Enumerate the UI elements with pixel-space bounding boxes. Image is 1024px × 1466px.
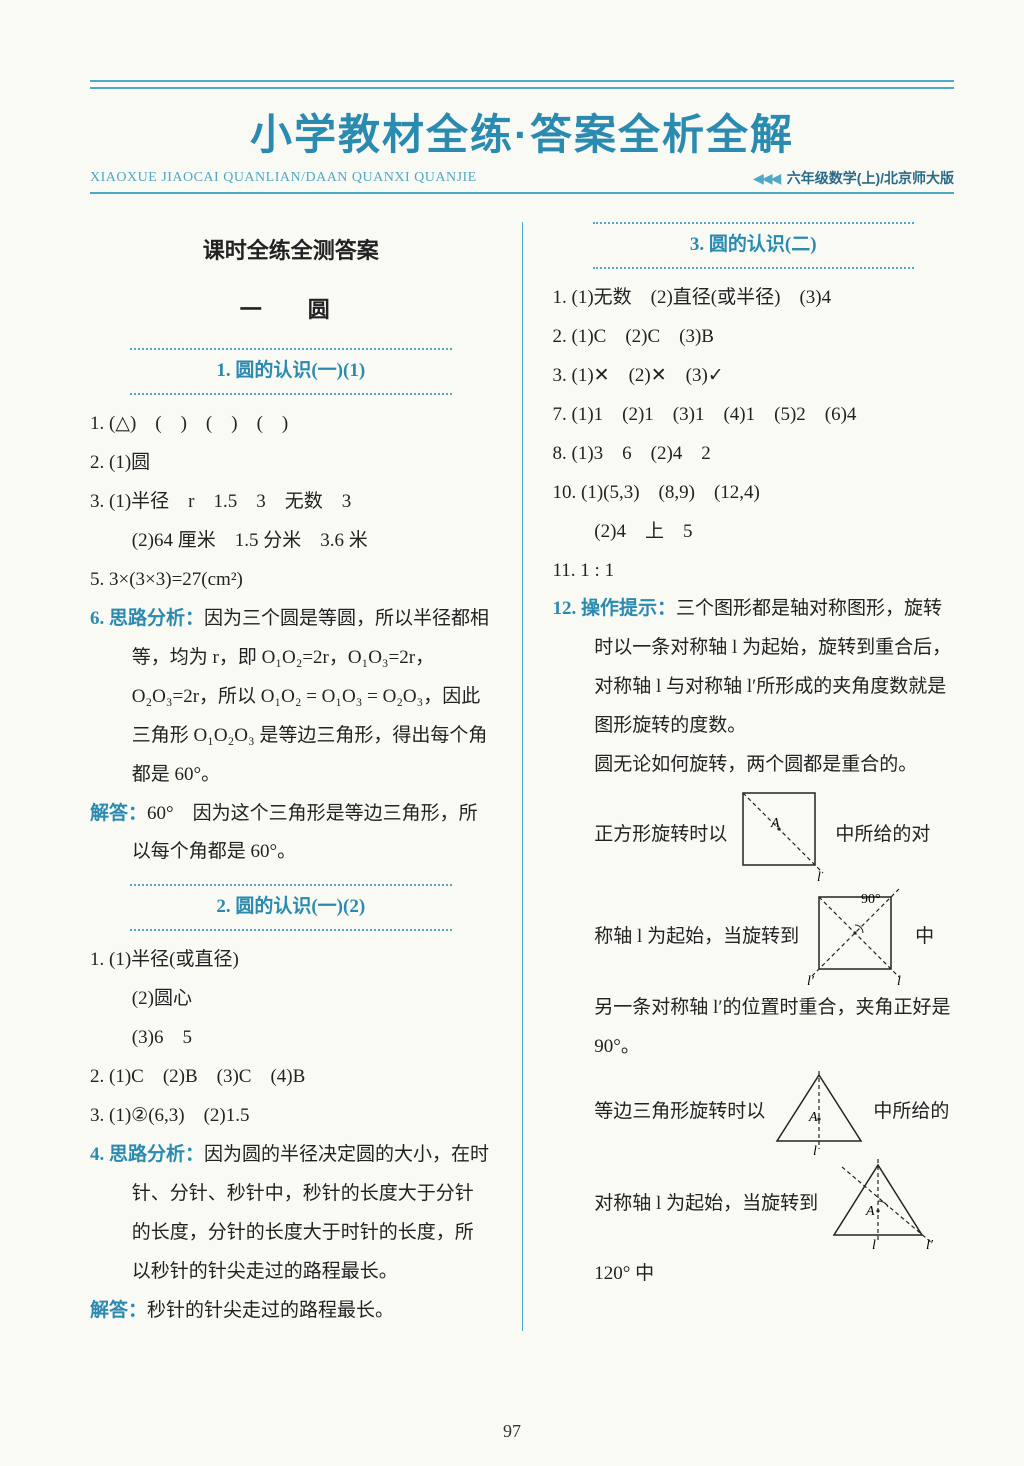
answers-title: 课时全练全测答案 bbox=[90, 228, 492, 273]
svg-text:A: A bbox=[770, 816, 780, 831]
text-line: 11. 1 : 1 bbox=[553, 552, 955, 591]
text-line: 3. (1)半径 r 1.5 3 无数 3 bbox=[90, 483, 492, 522]
keyword-answer: 解答： bbox=[90, 1300, 147, 1321]
text-line: 1. (1)半径(或直径) bbox=[90, 941, 492, 980]
top-rule bbox=[90, 80, 954, 89]
answer-block: 解答：60° 因为这个三角形是等边三角形，所以每个角都是 60°。 bbox=[90, 795, 492, 873]
columns: 课时全练全测答案 一 圆 1. 圆的认识(一)(1) 1. (△) ( ) ( … bbox=[90, 222, 954, 1331]
text-line: 7. (1)1 (2)1 (3)1 (4)1 (5)2 (6)4 bbox=[553, 396, 955, 435]
text-line: 5. 3×(3×3)=27(cm²) bbox=[90, 561, 492, 600]
text-line: (3)6 5 bbox=[90, 1019, 492, 1058]
svg-text:l: l bbox=[817, 870, 821, 885]
text-line: (2)4 上 5 bbox=[553, 513, 955, 552]
text-span: 秒针的针尖走过的路程最长。 bbox=[147, 1300, 394, 1321]
svg-text:A: A bbox=[865, 1204, 875, 1219]
svg-text:l: l bbox=[813, 1144, 817, 1157]
analysis-block: 6. 思路分析：因为三个圆是等圆，所以半径都相等，均为 r，即 O₁O₂=2r，… bbox=[90, 600, 492, 795]
keyword-analysis: 4. 思路分析： bbox=[90, 1144, 204, 1165]
chapter-title: 一 圆 bbox=[90, 287, 492, 332]
answer-block: 解答：秒针的针尖走过的路程最长。 bbox=[90, 1292, 492, 1331]
text-span: 等边三角形旋转时以 bbox=[594, 1093, 765, 1132]
text-line: 1. (△) ( ) ( ) ( ) bbox=[90, 405, 492, 444]
figure-row: 称轴 l 为起始，当旋转到 90° l l′ 中 bbox=[553, 885, 955, 989]
section-1-head: 1. 圆的认识(一)(1) bbox=[130, 348, 452, 395]
right-column: 3. 圆的认识(二) 1. (1)无数 (2)直径(或半径) (3)4 2. (… bbox=[553, 222, 955, 1331]
section-2-head: 2. 圆的认识(一)(2) bbox=[130, 884, 452, 931]
column-divider bbox=[522, 222, 523, 1331]
text-line: 10. (1)(5,3) (8,9) (12,4) bbox=[553, 474, 955, 513]
text-line: 2. (1)C (2)C (3)B bbox=[553, 318, 955, 357]
text-span: 称轴 l 为起始，当旋转到 bbox=[594, 918, 799, 957]
edition-wrap: ◀◀◀ 六年级数学(上)/北京师大版 bbox=[753, 168, 954, 188]
svg-text:90°: 90° bbox=[861, 892, 881, 907]
text-line: 2. (1)圆 bbox=[90, 444, 492, 483]
text-span: 正方形旋转时以 bbox=[594, 816, 727, 855]
text-span: 中 bbox=[915, 918, 934, 957]
left-column: 课时全练全测答案 一 圆 1. 圆的认识(一)(1) 1. (△) ( ) ( … bbox=[90, 222, 492, 1331]
text-span: 60° 因为这个三角形是等边三角形，所以每个角都是 60°。 bbox=[132, 803, 478, 863]
arrows-icon: ◀◀◀ bbox=[753, 172, 779, 187]
text-line: 1. (1)无数 (2)直径(或半径) (3)4 bbox=[553, 279, 955, 318]
text-line: 3. (1)②(6,3) (2)1.5 bbox=[90, 1097, 492, 1136]
figure-row: 等边三角形旋转时以 A l 中所给的 bbox=[553, 1067, 955, 1157]
text-line: (2)圆心 bbox=[90, 980, 492, 1019]
page-number: 97 bbox=[0, 1421, 1024, 1442]
svg-text:A: A bbox=[808, 1110, 818, 1125]
text-span: 中所给的 bbox=[873, 1093, 949, 1132]
text-line: 圆无论如何旋转，两个圆都是重合的。 bbox=[553, 746, 955, 785]
analysis-block: 4. 思路分析：因为圆的半径决定圆的大小，在时针、分针、秒针中，秒针的长度大于分… bbox=[90, 1136, 492, 1292]
edition: 六年级数学(上)/北京师大版 bbox=[787, 170, 954, 186]
page: 小学教材全练·答案全析全解 XIAOXUE JIAOCAI QUANLIAN/D… bbox=[0, 0, 1024, 1466]
text-span: 对称轴 l 为起始，当旋转到 bbox=[594, 1185, 818, 1224]
pinyin: XIAOXUE JIAOCAI QUANLIAN/DAAN QUANXI QUA… bbox=[90, 170, 477, 186]
text-span: 120° 中 bbox=[594, 1255, 654, 1294]
text-line: 3. (1)✕ (2)✕ (3)✓ bbox=[553, 357, 955, 396]
text-span: 中所给的对 bbox=[835, 816, 930, 855]
text-line: 2. (1)C (2)B (3)C (4)B bbox=[90, 1058, 492, 1097]
keyword-hint: 12. 操作提示： bbox=[553, 598, 677, 619]
hint-block: 12. 操作提示：三个图形都是轴对称图形，旋转时以一条对称轴 l 为起始，旋转到… bbox=[553, 590, 955, 746]
svg-text:l: l bbox=[872, 1238, 876, 1251]
svg-text:l′: l′ bbox=[807, 974, 815, 989]
svg-text:l′: l′ bbox=[926, 1238, 934, 1251]
keyword-analysis: 6. 思路分析： bbox=[90, 608, 204, 629]
text-line: 另一条对称轴 l′的位置时重合，夹角正好是 90°。 bbox=[553, 989, 955, 1067]
keyword-answer: 解答： bbox=[90, 803, 147, 824]
triangle-figure-1: A l bbox=[769, 1067, 869, 1157]
text-line: (2)64 厘米 1.5 分米 3.6 米 bbox=[90, 522, 492, 561]
section-3-head: 3. 圆的认识(二) bbox=[593, 222, 915, 269]
triangle-figure-2: A l l′ bbox=[822, 1157, 940, 1251]
main-title: 小学教材全练·答案全析全解 bbox=[90, 101, 954, 162]
figure-row: 正方形旋转时以 A l 中所给的对 bbox=[553, 785, 955, 885]
text-line: 8. (1)3 6 (2)4 2 bbox=[553, 435, 955, 474]
square-figure-1: A l bbox=[731, 785, 831, 885]
figure-row: 对称轴 l 为起始，当旋转到 A l l′ 120° 中 bbox=[553, 1157, 955, 1294]
text-span: 因为三个圆是等圆，所以半径都相等，均为 r，即 O₁O₂=2r，O₁O₃=2r，… bbox=[132, 608, 489, 785]
subtitle-row: XIAOXUE JIAOCAI QUANLIAN/DAAN QUANXI QUA… bbox=[90, 168, 954, 194]
square-figure-2: 90° l l′ bbox=[803, 885, 911, 989]
svg-text:l: l bbox=[897, 974, 901, 989]
